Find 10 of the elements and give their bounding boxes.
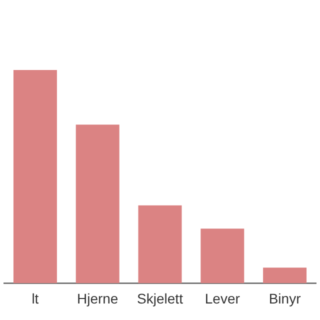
bar — [13, 70, 57, 284]
x-tick-label: Hjerne — [76, 290, 118, 306]
x-tick-label: lt — [32, 290, 39, 306]
bar — [263, 268, 307, 284]
x-tick-label: Lever — [204, 290, 240, 306]
bar — [76, 124, 120, 284]
x-tick-label: Binyr — [268, 290, 302, 306]
bar — [200, 228, 244, 284]
x-tick-label: Skjelett — [137, 290, 184, 306]
bar — [138, 205, 182, 284]
